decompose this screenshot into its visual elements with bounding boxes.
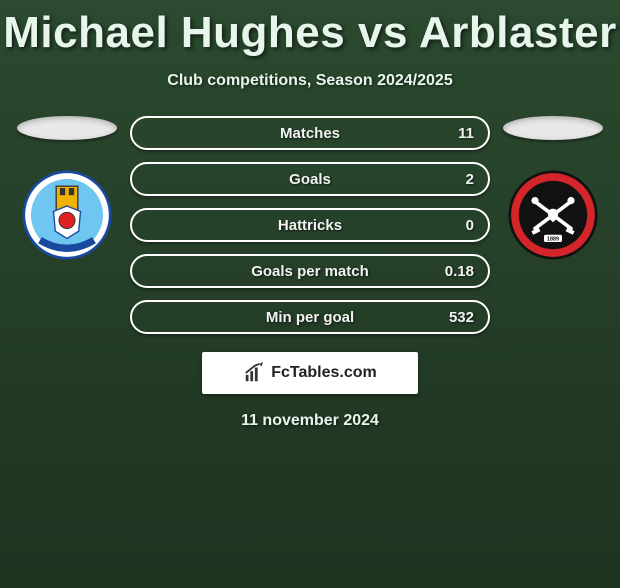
coventry-city-badge bbox=[22, 170, 112, 260]
page-title: Michael Hughes vs Arblaster bbox=[0, 8, 620, 58]
svg-text:1889: 1889 bbox=[547, 237, 559, 243]
stat-value: 532 bbox=[449, 309, 474, 326]
left-player-ellipse bbox=[17, 116, 117, 140]
stat-label: Hattricks bbox=[278, 217, 342, 234]
right-player-column: 1889 bbox=[498, 116, 608, 260]
watermark-fctables: FcTables.com bbox=[202, 352, 418, 394]
stat-label: Matches bbox=[280, 125, 340, 142]
subtitle: Club competitions, Season 2024/2025 bbox=[0, 72, 620, 90]
watermark-text: FcTables.com bbox=[271, 364, 377, 382]
stat-row: Hattricks 0 bbox=[130, 208, 490, 242]
comparison-panel: Matches 11 Goals 2 Hattricks 0 Goals per… bbox=[0, 116, 620, 334]
stat-label: Goals bbox=[289, 171, 331, 188]
sheffield-united-badge: 1889 bbox=[508, 170, 598, 260]
stat-row: Goals per match 0.18 bbox=[130, 254, 490, 288]
stat-value: 0 bbox=[466, 217, 474, 234]
stat-value: 0.18 bbox=[445, 263, 474, 280]
left-player-column bbox=[12, 116, 122, 260]
date-text: 11 november 2024 bbox=[0, 412, 620, 430]
stat-row: Min per goal 532 bbox=[130, 300, 490, 334]
stat-value: 11 bbox=[458, 125, 474, 142]
chart-icon bbox=[243, 362, 265, 384]
stat-label: Goals per match bbox=[251, 263, 369, 280]
stat-row: Goals 2 bbox=[130, 162, 490, 196]
stat-label: Min per goal bbox=[266, 309, 354, 326]
stat-row: Matches 11 bbox=[130, 116, 490, 150]
stat-value: 2 bbox=[466, 171, 474, 188]
stats-table: Matches 11 Goals 2 Hattricks 0 Goals per… bbox=[130, 116, 490, 334]
right-player-ellipse bbox=[503, 116, 603, 140]
